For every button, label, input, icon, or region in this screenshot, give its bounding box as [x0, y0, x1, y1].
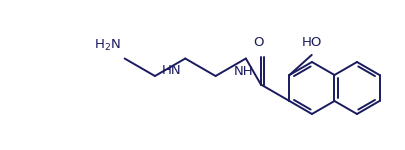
Text: HN: HN [162, 63, 181, 76]
Text: NH: NH [234, 64, 254, 78]
Text: O: O [254, 36, 264, 50]
Text: HO: HO [302, 36, 322, 49]
Text: H$_2$N: H$_2$N [94, 37, 121, 52]
